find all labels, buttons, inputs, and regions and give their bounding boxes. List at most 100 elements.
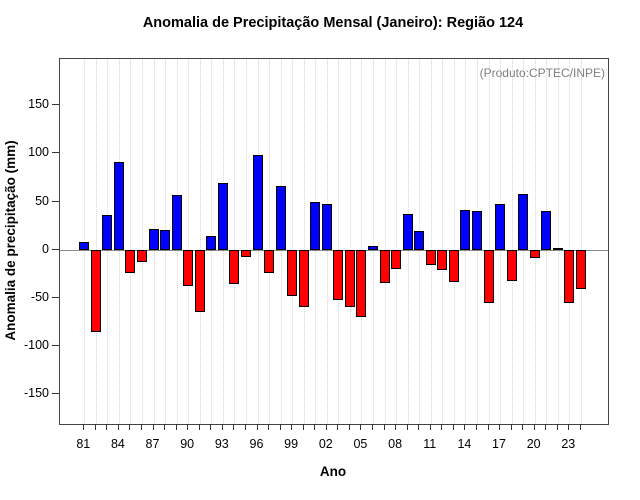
plot-canvas bbox=[60, 59, 608, 424]
gridline bbox=[396, 59, 398, 424]
gridline bbox=[488, 59, 490, 424]
x-tick bbox=[406, 424, 408, 430]
bar-2007 bbox=[379, 249, 390, 284]
gridline bbox=[338, 59, 340, 424]
bar-1992 bbox=[206, 236, 217, 250]
bar-2012 bbox=[437, 249, 448, 270]
bar-2008 bbox=[391, 249, 402, 269]
x-tick bbox=[129, 424, 131, 430]
gridline bbox=[430, 59, 432, 424]
bar-2004 bbox=[344, 249, 355, 308]
bar-1995 bbox=[240, 249, 251, 258]
x-tick bbox=[395, 424, 397, 430]
gridline bbox=[303, 59, 305, 424]
x-tick bbox=[372, 424, 373, 430]
bar-1998 bbox=[275, 186, 286, 250]
bar-2009 bbox=[402, 214, 413, 250]
y-tick bbox=[52, 200, 59, 202]
y-tick bbox=[52, 296, 59, 298]
bar-1987 bbox=[148, 228, 159, 250]
x-tick bbox=[164, 424, 166, 430]
gridline bbox=[569, 59, 571, 424]
x-tick bbox=[499, 424, 500, 430]
gridline bbox=[234, 59, 236, 424]
x-axis-label: Ano bbox=[319, 464, 347, 479]
x-tick bbox=[187, 424, 189, 430]
y-tick bbox=[52, 393, 59, 395]
bar-2024 bbox=[575, 249, 586, 290]
bar-1985 bbox=[125, 249, 136, 273]
bar-1989 bbox=[171, 194, 182, 250]
x-tick bbox=[221, 424, 223, 430]
bar-1997 bbox=[264, 249, 274, 273]
y-tick bbox=[52, 248, 59, 250]
bar-2013 bbox=[448, 249, 459, 283]
x-tick-label: 20 bbox=[526, 437, 541, 451]
gridline bbox=[188, 59, 190, 424]
bar-1981 bbox=[79, 242, 90, 250]
x-tick bbox=[464, 424, 466, 430]
bar-2000 bbox=[298, 249, 309, 308]
bar-1988 bbox=[160, 230, 171, 250]
x-tick-label: 23 bbox=[561, 437, 576, 451]
x-tick bbox=[348, 424, 350, 430]
gridline bbox=[384, 59, 386, 424]
annotation-text: (Produto:CPTEC/INPE) bbox=[479, 66, 605, 80]
x-tick bbox=[568, 424, 570, 430]
x-tick-label: 87 bbox=[145, 437, 160, 451]
x-tick bbox=[475, 424, 477, 430]
x-tick bbox=[429, 424, 431, 430]
x-tick bbox=[522, 424, 524, 430]
y-tick-label: 0 bbox=[42, 241, 49, 256]
gridline bbox=[84, 59, 86, 424]
x-tick bbox=[175, 424, 177, 430]
y-tick-label: 150 bbox=[28, 97, 49, 112]
x-tick bbox=[141, 424, 142, 430]
bar-2022 bbox=[552, 247, 563, 250]
bar-2011 bbox=[425, 249, 436, 266]
y-tick-label: 100 bbox=[28, 145, 49, 160]
bar-1986 bbox=[137, 249, 147, 263]
bar-2016 bbox=[483, 249, 494, 303]
x-tick bbox=[233, 424, 235, 430]
chart-title: Anomalia de Precipitação Mensal (Janeiro… bbox=[142, 15, 524, 31]
y-tick-label: 50 bbox=[35, 193, 49, 208]
plot-area: (Produto:CPTEC/INPE) bbox=[59, 58, 609, 425]
bar-1994 bbox=[229, 249, 240, 285]
gridline bbox=[557, 59, 559, 424]
x-tick bbox=[117, 424, 119, 430]
x-tick-label: 99 bbox=[284, 437, 299, 451]
x-tick-label: 90 bbox=[180, 437, 195, 451]
bar-1991 bbox=[194, 249, 205, 313]
x-tick bbox=[291, 424, 293, 430]
y-tick-label: -50 bbox=[30, 289, 49, 304]
x-tick bbox=[533, 424, 535, 430]
x-tick bbox=[244, 424, 246, 430]
x-tick-label: 05 bbox=[353, 437, 368, 451]
x-tick-label: 14 bbox=[457, 437, 472, 451]
x-tick bbox=[302, 424, 304, 430]
x-tick bbox=[441, 424, 443, 430]
y-tick-label: -150 bbox=[23, 386, 49, 401]
x-tick bbox=[452, 424, 454, 430]
x-tick bbox=[152, 424, 154, 430]
gridline bbox=[142, 59, 143, 424]
gridline bbox=[269, 59, 270, 424]
bar-2006 bbox=[368, 245, 378, 250]
x-tick-label: 84 bbox=[110, 437, 125, 451]
gridline bbox=[534, 59, 536, 424]
gridline bbox=[245, 59, 247, 424]
x-tick-label: 02 bbox=[318, 437, 333, 451]
x-tick bbox=[268, 424, 269, 430]
bar-1993 bbox=[217, 183, 228, 250]
bar-1983 bbox=[102, 215, 113, 250]
bar-2023 bbox=[564, 249, 575, 303]
x-tick bbox=[545, 424, 547, 430]
x-tick-label: 08 bbox=[388, 437, 403, 451]
x-tick bbox=[418, 424, 420, 430]
bar-2005 bbox=[356, 249, 367, 318]
x-tick bbox=[106, 424, 108, 430]
bar-1996 bbox=[252, 155, 263, 250]
x-tick bbox=[256, 424, 258, 430]
